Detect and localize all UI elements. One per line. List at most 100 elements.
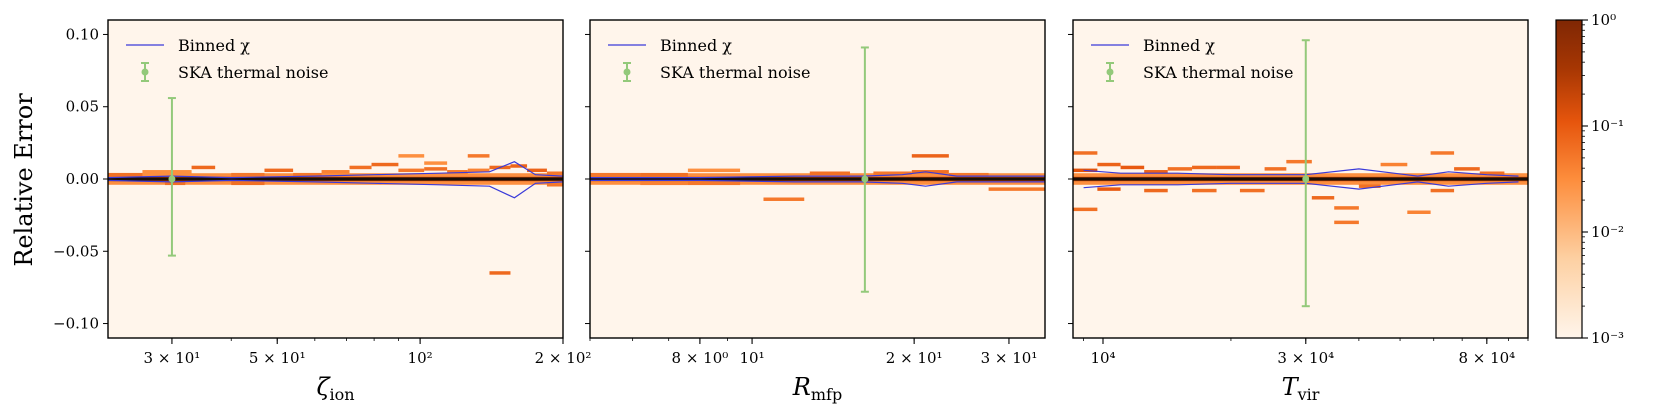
x-tick-label: 5 × 10¹ xyxy=(249,349,306,367)
heatmap-cell xyxy=(191,165,216,170)
x-tick-label: 2 × 10² xyxy=(535,349,592,367)
heatmap-cell xyxy=(510,164,528,168)
binned-chi-line xyxy=(1083,181,1519,190)
heatmap-cell xyxy=(640,172,688,177)
heatmap-cell xyxy=(1144,188,1168,193)
heatmap-cell xyxy=(1311,196,1335,200)
x-tick-label: 8 × 10⁰ xyxy=(672,349,729,367)
heatmap-cell xyxy=(763,197,805,201)
heatmap-cell xyxy=(546,171,563,175)
heatmap-cell xyxy=(231,172,265,177)
y-tick-label: 0.00 xyxy=(66,170,99,188)
legend: Binned χ SKA thermal noise xyxy=(1091,36,1293,82)
heatmap-cell xyxy=(546,183,563,187)
colorbar: 10⁰ 10⁻¹ 10⁻² 10⁻³ xyxy=(1555,11,1624,347)
heatmap-cell xyxy=(590,172,641,177)
heatmap-cell xyxy=(1358,184,1381,188)
heatmap-cell xyxy=(1192,188,1217,193)
heatmap-cell xyxy=(1216,165,1240,170)
x-axis-label: Tvir xyxy=(1282,373,1320,404)
heatmap-cell xyxy=(164,181,186,186)
heatmap-cell xyxy=(142,170,192,174)
heatmap-cell xyxy=(1334,206,1359,210)
heatmap-cell xyxy=(371,162,399,167)
heatmap-cell xyxy=(231,181,265,186)
heatmap-cell xyxy=(527,168,547,173)
ska-noise-errorbar xyxy=(860,46,869,293)
heatmap-cell xyxy=(424,167,448,171)
panel-3: 10⁴ 3 × 10⁴ 8 × 10⁴ Tvir Binned χ SKA thermal… xyxy=(1068,19,1529,404)
heatmap-cell xyxy=(467,168,490,173)
x-tick-label: 3 × 10¹ xyxy=(144,349,201,367)
heatmap-cell xyxy=(398,168,425,173)
legend-label-ska-noise: SKA thermal noise xyxy=(1143,63,1293,82)
heatmap-cell xyxy=(1286,159,1312,164)
x-tick-label: 2 × 10¹ xyxy=(886,349,943,367)
x-tick-label: 10¹ xyxy=(740,349,765,367)
heatmap-cell xyxy=(1430,188,1455,193)
heatmap-cell xyxy=(108,172,143,177)
legend-label-binned-chi: Binned χ xyxy=(178,36,250,55)
heatmap-cell xyxy=(1479,171,1505,175)
x-tick-label: 10⁴ xyxy=(1090,349,1115,367)
panel-1: 0.10 0.05 0.00 −0.05 −0.10 3 × 10¹ 5 × 10¹ 10² 2… xyxy=(53,19,592,404)
heatmap-cell xyxy=(424,161,448,165)
y-tick-label: 0.10 xyxy=(66,25,99,43)
colorbar-tick-label: 10⁻² xyxy=(1591,223,1624,241)
heatmap-cell xyxy=(1167,167,1193,171)
heatmap-cell xyxy=(1334,220,1359,225)
heatmap-cell xyxy=(948,172,989,177)
x-tick-label: 3 × 10¹ xyxy=(981,349,1038,367)
heatmap-cell xyxy=(988,187,1045,191)
heatmap-cell xyxy=(1380,162,1408,167)
legend-label-binned-chi: Binned χ xyxy=(660,36,732,55)
panel-2: 8 × 10⁰ 10¹ 2 × 10¹ 3 × 10¹ Rmfp Binned χ SKA … xyxy=(585,19,1046,404)
legend: Binned χ SKA thermal noise xyxy=(126,36,328,82)
heatmap-cell xyxy=(1454,167,1480,171)
legend-label-binned-chi: Binned χ xyxy=(1143,36,1215,55)
heatmap-cell xyxy=(1239,188,1265,193)
x-axis-label: ζion xyxy=(316,373,354,404)
colorbar-tick-label: 10⁰ xyxy=(1591,11,1616,29)
heatmap-cell xyxy=(1192,165,1217,170)
x-axis-label: Rmfp xyxy=(792,373,842,404)
heatmap-cell xyxy=(321,170,350,174)
heatmap-cell xyxy=(1144,170,1168,174)
heatmap-cell xyxy=(293,172,322,177)
heatmap-cell xyxy=(809,171,850,175)
heatmap-cell xyxy=(489,271,511,275)
ska-noise-errorbar xyxy=(1301,39,1310,308)
colorbar-gradient xyxy=(1555,19,1583,339)
binned-chi-line xyxy=(590,179,1045,187)
binned-chi-line xyxy=(108,161,563,179)
y-tick-label: −0.05 xyxy=(53,242,99,260)
ska-noise-errorbar xyxy=(167,97,176,257)
heatmap-cell xyxy=(1407,210,1431,214)
heatmap-cell xyxy=(1073,151,1098,155)
colorbar-tick-label: 10⁻³ xyxy=(1591,329,1624,347)
heatmap-cell xyxy=(1073,207,1098,212)
heatmap-cell xyxy=(911,170,949,174)
x-tick-label: 10² xyxy=(408,349,433,367)
heatmap-cell xyxy=(1430,151,1455,155)
heatmap-cell xyxy=(687,181,741,186)
heatmap-cell xyxy=(447,170,468,174)
y-tick-label: 0.05 xyxy=(66,98,99,116)
legend: Binned χ SKA thermal noise xyxy=(608,36,810,82)
heatmap-cell xyxy=(1097,187,1121,191)
heatmap-cell xyxy=(687,168,741,173)
heatmap-cell xyxy=(1264,167,1287,171)
heatmap-cell xyxy=(1097,162,1121,167)
heatmap-cell xyxy=(264,168,294,173)
colorbar-tick-label: 10⁻¹ xyxy=(1591,117,1624,135)
y-tick-label: −0.10 xyxy=(53,315,99,333)
y-axis-label: Relative Error xyxy=(10,93,38,267)
heatmap-cell xyxy=(640,181,688,186)
legend-label-ska-noise: SKA thermal noise xyxy=(178,63,328,82)
binned-chi-line xyxy=(108,179,563,199)
heatmap-cell xyxy=(873,171,912,175)
heatmap-cell xyxy=(1120,165,1145,170)
binned-chi-line xyxy=(1083,168,1519,177)
x-tick-label: 8 × 10⁴ xyxy=(1458,349,1515,367)
binned-chi-line xyxy=(590,171,1045,179)
